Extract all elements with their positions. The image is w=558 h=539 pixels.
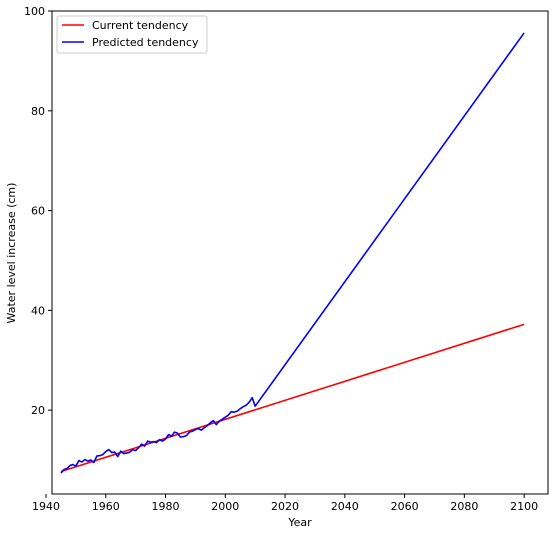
y-tick-label: 100 bbox=[24, 5, 45, 18]
legend: Current tendency Predicted tendency bbox=[56, 15, 208, 54]
y-tick-label: 40 bbox=[31, 304, 45, 317]
x-tick-label: 2060 bbox=[391, 500, 419, 513]
x-tick-label: 2100 bbox=[510, 500, 538, 513]
y-axis: 20 40 60 80 100 bbox=[24, 5, 52, 417]
x-tick-label: 2080 bbox=[450, 500, 478, 513]
y-tick-label: 60 bbox=[31, 205, 45, 218]
y-axis-label: Water level increase (cm) bbox=[5, 183, 18, 324]
plot-frame bbox=[51, 10, 549, 495]
y-tick-label: 20 bbox=[31, 404, 45, 417]
x-tick-label: 2020 bbox=[271, 500, 299, 513]
x-axis: 1940 1960 1980 2000 2020 2040 2060 2080 2100 bbox=[32, 494, 538, 513]
legend-label: Current tendency bbox=[92, 19, 189, 32]
x-tick-label: 2040 bbox=[331, 500, 359, 513]
y-tick-label: 80 bbox=[31, 105, 45, 118]
legend-box bbox=[56, 15, 208, 54]
x-tick-label: 1980 bbox=[152, 500, 180, 513]
x-tick-label: 1960 bbox=[92, 500, 120, 513]
series-line-1 bbox=[60, 32, 525, 474]
x-tick-label: 1940 bbox=[32, 500, 60, 513]
x-axis-label: Year bbox=[287, 516, 312, 529]
plot-area bbox=[52, 11, 548, 494]
legend-label: Predicted tendency bbox=[92, 36, 199, 49]
plot-lines bbox=[60, 32, 525, 474]
x-tick-label: 2000 bbox=[211, 500, 239, 513]
